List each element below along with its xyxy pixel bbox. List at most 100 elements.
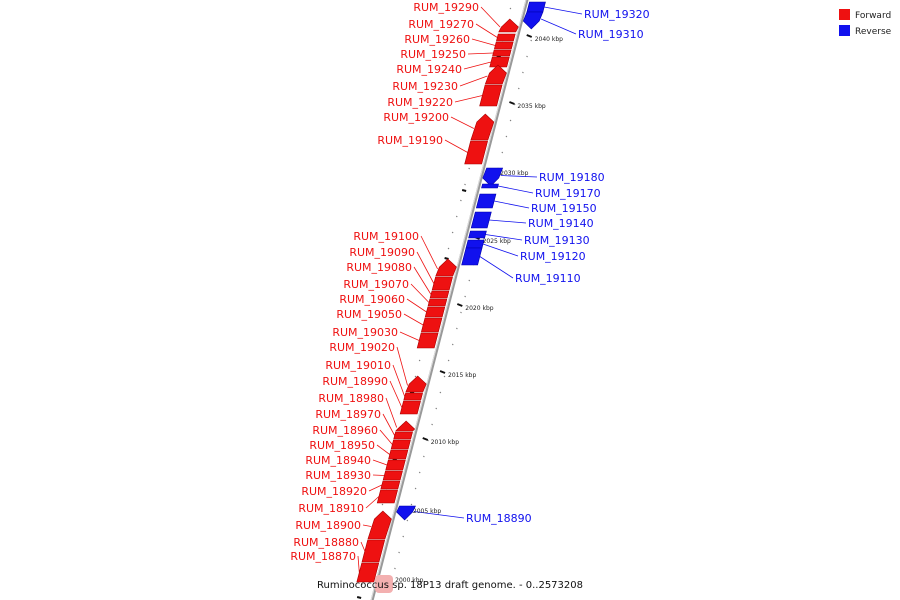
kbp-tick-label: 2010 kbp — [431, 439, 459, 446]
reverse-gene-label[interactable]: RUM_19320 — [584, 8, 650, 21]
track-dot — [526, 55, 528, 58]
track-dot — [414, 487, 417, 490]
track-dot — [360, 583, 363, 586]
reverse-leader-line — [544, 6, 583, 15]
track-dot — [451, 343, 454, 346]
forward-gene-block — [416, 332, 439, 349]
reverse-gene-block — [465, 239, 485, 249]
forward-gene-label[interactable]: RUM_18930 — [305, 469, 371, 482]
kbp-tick — [356, 596, 362, 599]
forward-gene-label[interactable]: RUM_19010 — [325, 359, 391, 372]
forward-gene-label[interactable]: RUM_18950 — [309, 439, 375, 452]
forward-gene-label[interactable]: RUM_19190 — [377, 134, 443, 147]
reverse-gene-label[interactable]: RUM_19170 — [535, 187, 601, 200]
forward-gene-label[interactable]: RUM_18940 — [305, 454, 371, 467]
forward-leader-line — [360, 541, 366, 552]
forward-gene-block — [403, 392, 423, 401]
forward-gene-label[interactable]: RUM_19290 — [413, 1, 479, 14]
reverse-leader-line — [497, 185, 534, 194]
forward-gene-label[interactable]: RUM_18900 — [295, 519, 361, 532]
forward-gene-label[interactable]: RUM_19050 — [336, 308, 402, 321]
forward-gene-label[interactable]: RUM_18910 — [298, 502, 364, 515]
reverse-gene-label[interactable]: RUM_19110 — [515, 272, 581, 285]
forward-gene-label[interactable]: RUM_19240 — [396, 63, 462, 76]
forward-gene-block — [367, 510, 392, 540]
reverse-leader-line — [485, 234, 523, 241]
forward-gene-label[interactable]: RUM_19220 — [387, 96, 453, 109]
track-dot — [418, 471, 421, 474]
track-dot — [451, 231, 454, 234]
reverse-gene-label[interactable]: RUM_19180 — [539, 171, 605, 184]
forward-leader-line — [357, 555, 360, 573]
kbp-tick-label: 2040 kbp — [535, 36, 563, 43]
forward-gene-label[interactable]: RUM_19270 — [408, 18, 474, 31]
forward-leader-line — [396, 346, 408, 386]
reverse-gene-block — [461, 247, 483, 266]
forward-gene-block — [393, 431, 413, 440]
forward-gene-label[interactable]: RUM_19230 — [392, 80, 458, 93]
track-dot — [447, 247, 450, 250]
reverse-leader-line — [500, 175, 538, 178]
forward-gene-block — [496, 33, 516, 42]
forward-gene-block — [382, 470, 403, 481]
forward-gene-block — [376, 489, 398, 504]
track-dot — [501, 151, 504, 154]
forward-leader-line — [406, 298, 427, 313]
forward-gene-label[interactable]: RUM_19200 — [383, 111, 449, 124]
forward-gene-label[interactable]: RUM_18870 — [290, 550, 356, 563]
reverse-gene-label[interactable]: RUM_19130 — [524, 234, 590, 247]
reverse-gene-label[interactable]: RUM_18890 — [466, 512, 532, 525]
reverse-leader-line — [489, 219, 527, 224]
forward-gene-block — [470, 113, 495, 141]
reverse-gene-block — [470, 211, 492, 229]
gene-blocks — [356, 1, 546, 593]
forward-gene-label[interactable]: RUM_19070 — [343, 278, 409, 291]
reverse-leader-line — [540, 18, 577, 35]
forward-gene-block — [464, 140, 489, 165]
reverse-gene-label[interactable]: RUM_19310 — [578, 28, 644, 41]
forward-gene-label[interactable]: RUM_19080 — [346, 261, 412, 274]
legend-reverse-label: Reverse — [855, 27, 892, 37]
reverse-gene-label[interactable]: RUM_19140 — [528, 217, 594, 230]
backbone-highlight — [370, 0, 527, 600]
forward-gene-label[interactable]: RUM_18990 — [322, 375, 388, 388]
forward-gene-block — [489, 56, 510, 68]
reverse-leader-line — [479, 256, 514, 279]
track-dot — [468, 167, 471, 170]
forward-leader-line — [410, 283, 430, 303]
backbone-line — [370, 0, 529, 600]
track-dot — [431, 423, 433, 426]
forward-leader-line — [376, 444, 390, 455]
reverse-leader-line — [413, 511, 465, 519]
forward-gene-label[interactable]: RUM_19030 — [332, 326, 398, 339]
forward-leader-line — [454, 95, 483, 103]
reverse-gene-label[interactable]: RUM_19120 — [520, 250, 586, 263]
forward-gene-label[interactable]: RUM_18980 — [318, 392, 384, 405]
forward-gene-label[interactable]: RUM_19260 — [404, 33, 470, 46]
forward-gene-label[interactable]: RUM_18920 — [301, 485, 367, 498]
leader-lines — [357, 6, 583, 573]
forward-gene-block — [399, 400, 421, 415]
kbp-tick-label: 2000 kbp — [395, 577, 423, 584]
kbp-tick — [456, 303, 463, 307]
forward-gene-label[interactable]: RUM_18970 — [315, 408, 381, 421]
reverse-gene-label[interactable]: RUM_19150 — [531, 202, 597, 215]
track-dot — [414, 375, 417, 378]
forward-gene-label[interactable]: RUM_19020 — [329, 341, 395, 354]
forward-gene-label[interactable]: RUM_19250 — [400, 48, 466, 61]
forward-gene-label[interactable]: RUM_18880 — [293, 536, 359, 549]
forward-gene-label[interactable]: RUM_18960 — [312, 424, 378, 437]
track-dot — [443, 375, 446, 378]
forward-gene-label[interactable]: RUM_19090 — [349, 246, 415, 259]
track-dot — [418, 359, 421, 362]
forward-leader-line — [480, 6, 501, 28]
forward-gene-label[interactable]: RUM_19060 — [339, 293, 405, 306]
track-dot — [517, 87, 520, 90]
forward-gene-label[interactable]: RUM_19100 — [353, 230, 419, 243]
kbp-tick-label: 2015 kbp — [448, 372, 476, 379]
reverse-gene-block — [481, 183, 499, 189]
forward-gene-block — [388, 449, 409, 460]
forward-gene-block — [420, 317, 443, 333]
forward-leader-line — [416, 251, 435, 284]
forward-leader-line — [444, 139, 468, 153]
